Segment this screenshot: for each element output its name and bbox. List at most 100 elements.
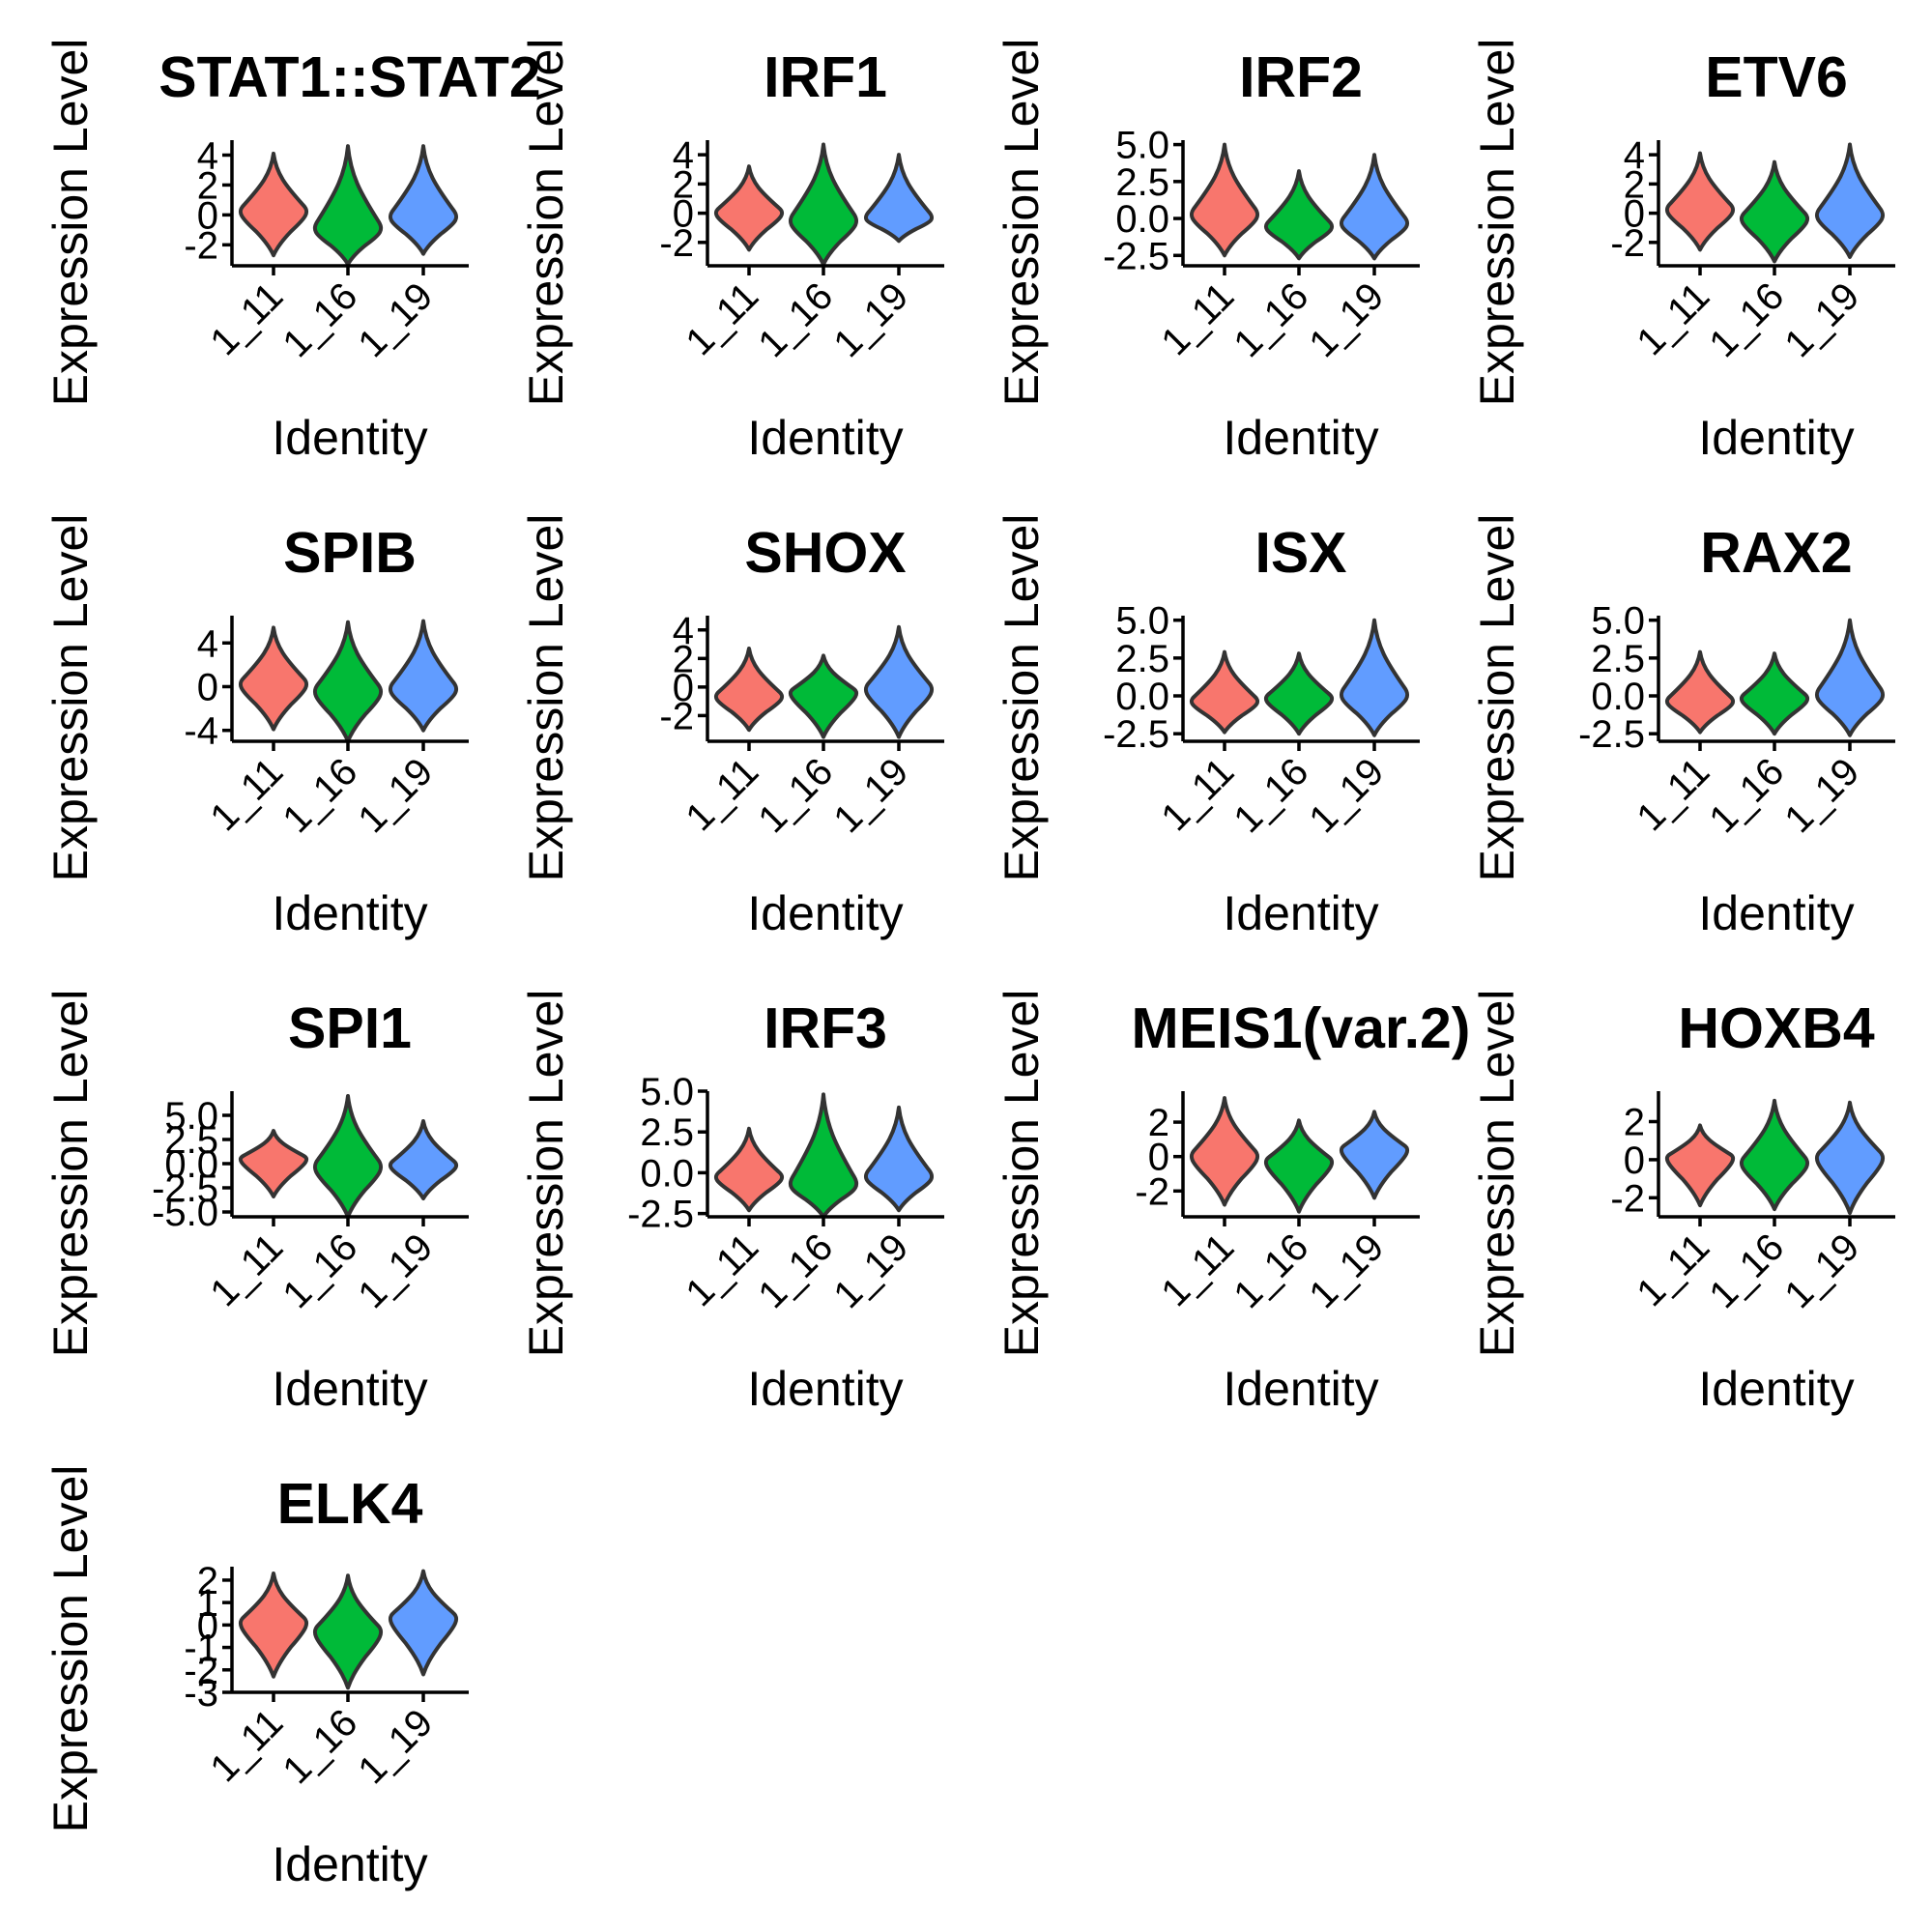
y-tick-label: 2 [197,1560,218,1602]
y-tick-label: 0 [673,667,694,709]
x-tick-label: 1_11 [1629,1226,1717,1314]
x-tick-label: 1_19 [825,750,916,841]
y-tick-label: 4 [197,134,218,177]
y-tick-label: 5.0 [1115,125,1169,167]
panel-title: ELK4 [277,1472,423,1536]
violin-1_19 [1814,142,1886,259]
violin-1_11 [238,151,309,258]
violin-1_19 [1339,153,1410,261]
violin-1_11 [1189,142,1260,258]
violin-1_16 [312,144,384,267]
violin-1_19 [388,144,459,256]
x-tick-label: 1_16 [1226,750,1316,841]
x-axis-title: Identity [272,1362,427,1416]
panel-title: MEIS1(var.2) [1132,996,1471,1060]
y-tick-label: -1 [184,1628,218,1670]
x-tick-label: 1_11 [202,750,291,839]
violin-1_19 [1339,618,1410,737]
violin-1_11 [1664,1123,1736,1208]
panel-title: IRF3 [764,996,887,1060]
y-tick-label: 2 [1624,163,1645,206]
y-tick-label: 4 [197,622,218,665]
x-tick-label: 1_16 [274,1226,365,1316]
violin-1_16 [788,653,859,739]
violin-1_11 [713,646,785,733]
y-tick-label: -2 [184,224,218,267]
violin-1_16 [788,142,859,267]
x-tick-label: 1_16 [1701,274,1792,365]
violin-1_16 [788,1092,859,1219]
x-axis-title: Identity [1223,411,1378,465]
violin-1_16 [1739,651,1810,736]
violin-panel: ISX Expression Level Identity -2.50.02.55.0… [995,514,1420,940]
x-tick-label: 1_16 [274,1701,365,1792]
y-tick-label: 2.5 [164,1119,218,1162]
y-tick-label: 5.0 [640,1071,694,1113]
violin-1_16 [312,1573,384,1690]
violin-1_11 [1664,151,1736,252]
violin-1_16 [1263,1118,1335,1214]
y-tick-label: 2.5 [1115,161,1169,204]
y-tick-label: 4 [673,610,694,652]
x-tick-label: 1_19 [350,1226,441,1316]
x-tick-label: 1_19 [825,274,916,365]
y-tick-label: 0.0 [1115,198,1169,241]
x-tick-label: 1_11 [1629,274,1717,363]
x-tick-label: 1_19 [350,1701,441,1792]
x-axis-title: Identity [747,886,903,940]
x-tick-label: 1_16 [274,274,365,365]
violin-1_19 [863,1105,935,1213]
violin-1_16 [312,620,384,743]
y-tick-label: 4 [1624,134,1645,177]
y-tick-label: 0 [197,1604,218,1647]
violin-panel: RAX2 Expression Level Identity -2.50.02.55.… [1470,514,1895,940]
y-tick-label: 0 [197,194,218,237]
violin-1_19 [1339,1110,1410,1200]
x-tick-label: 1_19 [350,750,441,841]
x-tick-label: 1_19 [1776,274,1867,365]
x-axis-title: Identity [1698,411,1854,465]
violin-1_19 [1814,1100,1886,1216]
violin-1_11 [1189,649,1260,735]
x-tick-label: 1_19 [350,274,441,365]
panel-title: IRF1 [764,45,887,109]
y-tick-label: -2.5 [1578,713,1645,756]
y-tick-label: 0 [1148,1137,1169,1179]
x-tick-label: 1_16 [750,750,841,841]
x-tick-label: 1_11 [678,1226,766,1314]
y-tick-label: 0.0 [164,1143,218,1186]
y-axis-title: Expression Level [519,514,573,882]
violin-panel: IRF3 Expression Level Identity -2.50.02.55.… [519,990,944,1416]
x-axis-title: Identity [272,411,427,465]
panel-title: STAT1::STAT2 [159,45,540,109]
violin-1_19 [388,1119,459,1200]
violin-1_11 [713,164,785,252]
panel-title: SPIB [283,521,417,585]
y-tick-label: 0 [673,193,694,236]
y-tick-label: 0.0 [1115,676,1169,718]
y-tick-label: 1 [197,1582,218,1625]
y-tick-label: -2 [1610,222,1645,265]
panel-title: HOXB4 [1678,996,1874,1060]
x-tick-label: 1_19 [1301,750,1392,841]
x-axis-title: Identity [747,411,903,465]
y-tick-label: 5.0 [164,1095,218,1138]
y-tick-label: 2 [673,163,694,206]
y-tick-label: -2 [1135,1170,1169,1213]
x-tick-label: 1_11 [678,274,766,363]
y-tick-label: 5.0 [1591,600,1645,643]
x-tick-label: 1_19 [1776,1226,1867,1316]
y-tick-label: 0 [1624,193,1645,236]
y-axis-title: Expression Level [43,990,98,1358]
x-tick-label: 1_16 [750,274,841,365]
x-tick-label: 1_16 [274,750,365,841]
violin-1_11 [238,625,309,732]
y-tick-label: 2.5 [1115,638,1169,680]
y-tick-label: -2.5 [1103,713,1169,756]
violin-1_11 [713,1126,785,1213]
panel-title: RAX2 [1700,521,1852,585]
